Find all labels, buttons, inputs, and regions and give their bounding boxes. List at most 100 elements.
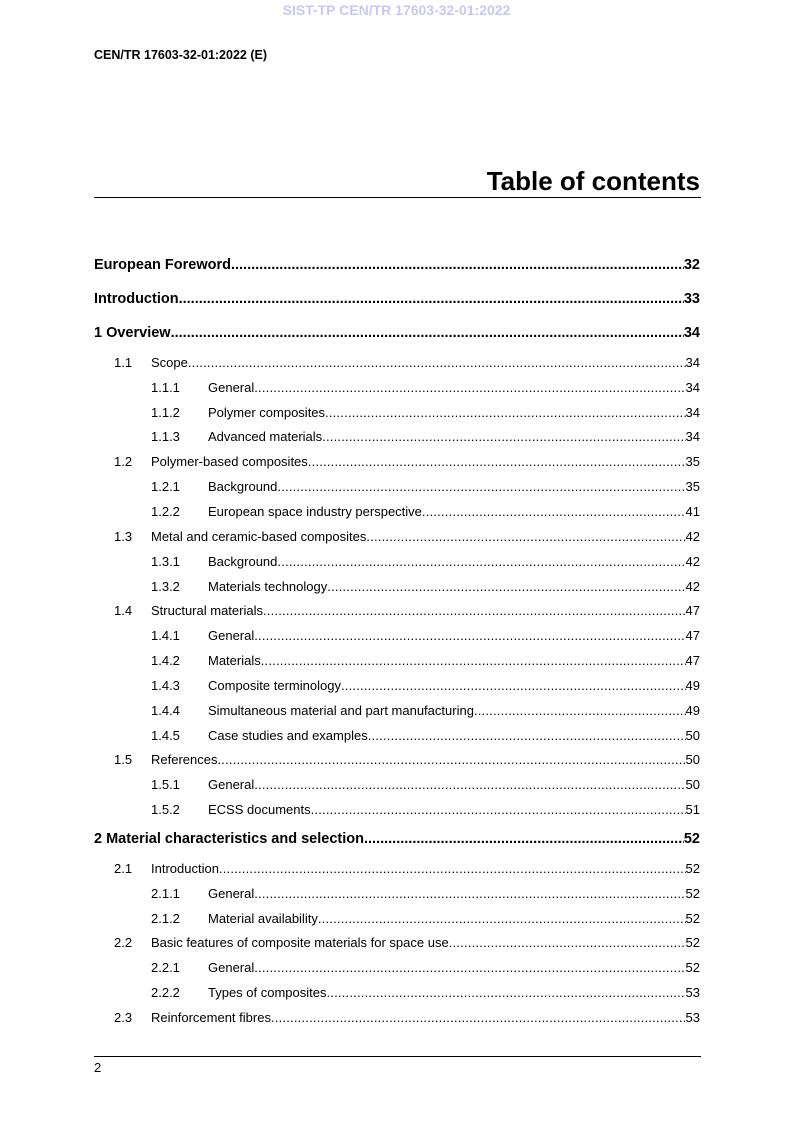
toc-entry-page: 47 [685, 603, 700, 619]
toc-entry-title: Scope [151, 354, 188, 370]
toc-entry-page: 42 [685, 578, 700, 594]
dot-leader [364, 831, 684, 847]
toc-entry-number: 1 [94, 325, 103, 341]
toc-entry-title: European space industry perspective [208, 503, 422, 519]
toc-entry-page: 42 [685, 528, 700, 544]
toc-entry-page: 49 [685, 677, 700, 693]
toc-entry[interactable]: 1.4.5 Case studies and examples 50 [94, 723, 700, 748]
toc-entry[interactable]: 1.2 Polymer-based composites 35 [94, 449, 700, 474]
toc-entry-title: Material characteristics and selection [106, 831, 364, 848]
toc-entry[interactable]: 2.3 Reinforcement fibres 53 [94, 1005, 700, 1030]
toc-entry[interactable]: 2.1.1 General 52 [94, 881, 700, 906]
toc-entry-page: 47 [685, 653, 700, 669]
toc-entry-page: 50 [685, 777, 700, 793]
toc-entry-title: General [208, 379, 255, 395]
toc-entry[interactable]: 1.4.3 Composite terminology 49 [94, 673, 700, 698]
toc-entry-title: Introduction [94, 291, 179, 307]
toc-entry[interactable]: 1.4 Structural materials 47 [94, 598, 700, 623]
dot-leader [327, 985, 686, 1000]
toc-entry[interactable]: 2.1.2 Material availability 52 [94, 906, 700, 931]
toc-entry[interactable]: 1.5.1 General 50 [94, 772, 700, 797]
title-rule [94, 197, 701, 198]
toc-entry[interactable]: 1.1.1 General 34 [94, 375, 700, 400]
toc-entry-number: 2 [94, 831, 103, 848]
toc-entry-page: 34 [685, 354, 700, 370]
toc-entry-title: Material availability [208, 910, 318, 926]
dot-leader [322, 429, 685, 444]
watermark: SIST-TP CEN/TR 17603-32-01:2022 [282, 2, 511, 18]
toc-entry[interactable]: 1.1.2 Polymer composites 34 [94, 400, 700, 425]
dot-leader [327, 579, 685, 594]
toc-entry[interactable]: Introduction 33 [94, 282, 700, 316]
toc-entry-title: Background [208, 553, 278, 569]
toc-entry[interactable]: 1.4.4 Simultaneous material and part manu… [94, 698, 700, 723]
dot-leader [368, 728, 686, 743]
toc-entry[interactable]: 2.2.1 General 52 [94, 955, 700, 980]
dot-leader [449, 935, 686, 950]
toc-entry[interactable]: 1.4.2 Materials 47 [94, 648, 700, 673]
toc-entry-page: 34 [685, 379, 700, 395]
toc-entry[interactable]: 1.5.2 ECSS documents 51 [94, 797, 700, 822]
toc-entry-page: 52 [685, 935, 700, 951]
toc-entry[interactable]: 1.3.1 Background 42 [94, 549, 700, 574]
toc-entry[interactable]: 1.2.1 Background 35 [94, 474, 700, 499]
toc-entry-number: 2.2.2 [151, 985, 180, 1001]
toc-entry[interactable]: 1.3.2 Materials technology 42 [94, 574, 700, 599]
toc-entry-title: Materials technology [208, 578, 328, 594]
page-number: 2 [94, 1060, 102, 1075]
toc-entry[interactable]: 1.4.1 General 47 [94, 623, 700, 648]
toc-entry-number: 1.4.2 [151, 653, 180, 669]
toc-entry[interactable]: 1.1.3 Advanced materials 34 [94, 425, 700, 450]
toc-entry-number: 1.3 [114, 528, 133, 544]
toc-entry-page: 34 [683, 325, 700, 341]
toc-entry-title: Composite terminology [208, 677, 341, 693]
toc-entry-title: Structural materials [151, 603, 263, 619]
toc-entry-title: General [208, 777, 255, 793]
toc-entry-title: Overview [106, 325, 171, 341]
toc-entry[interactable]: 1.1 Scope 34 [94, 350, 700, 375]
toc-entry-number: 1.2 [114, 454, 133, 470]
dot-leader [254, 960, 685, 975]
toc-entry-number: 2.2 [114, 935, 133, 951]
toc-entry-number: 2.2.1 [151, 960, 180, 976]
toc-entry-number: 1.1 [114, 354, 133, 370]
dot-leader [474, 703, 686, 718]
toc-entry[interactable]: 2.1 Introduction 52 [94, 856, 700, 881]
dot-leader [422, 504, 686, 519]
toc-entry[interactable]: 2.2.2 Types of composites 53 [94, 980, 700, 1005]
toc-entry-page: 42 [685, 553, 700, 569]
toc-entry-title: General [208, 960, 255, 976]
dot-leader [277, 479, 685, 494]
toc-entry-page: 32 [683, 257, 700, 273]
dot-leader [171, 325, 684, 341]
toc-entry[interactable]: 2.2 Basic features of composite materials… [94, 931, 700, 956]
toc-entry-number: 1.4.1 [151, 628, 180, 644]
toc-entry-title: Reinforcement fibres [151, 1010, 271, 1026]
toc-entry-number: 1.1.2 [151, 404, 180, 420]
toc-entry-page: 50 [685, 727, 700, 743]
toc-entry-number: 1.5 [114, 752, 133, 768]
toc-entry-number: 1.5.1 [151, 777, 180, 793]
toc-entry-page: 52 [685, 860, 700, 876]
toc-entry-number: 1.2.1 [151, 479, 180, 495]
toc-entry[interactable]: 1.2.2 European space industry perspective… [94, 499, 700, 524]
toc-entry[interactable]: 1.5 References 50 [94, 748, 700, 773]
toc-entry-number: 2.1.2 [151, 910, 180, 926]
dot-leader [254, 628, 685, 643]
dot-leader [308, 454, 686, 469]
toc-entry-number: 1.3.1 [151, 553, 180, 569]
toc-entry-page: 52 [685, 960, 700, 976]
toc-entry-page: 53 [685, 1010, 700, 1026]
toc-entry-title: Advanced materials [208, 429, 323, 445]
toc-entry-page: 52 [685, 885, 700, 901]
toc-entry-page: 53 [685, 985, 700, 1001]
toc-entry[interactable]: 1.3 Metal and ceramic-based composites 42 [94, 524, 700, 549]
dot-leader [254, 777, 685, 792]
dot-leader [219, 861, 686, 876]
toc-entry-page: 35 [685, 479, 700, 495]
toc-entry-page: 47 [685, 628, 700, 644]
toc-entry-title: Case studies and examples [208, 727, 368, 743]
toc-entry[interactable]: European Foreword 32 [94, 248, 700, 282]
